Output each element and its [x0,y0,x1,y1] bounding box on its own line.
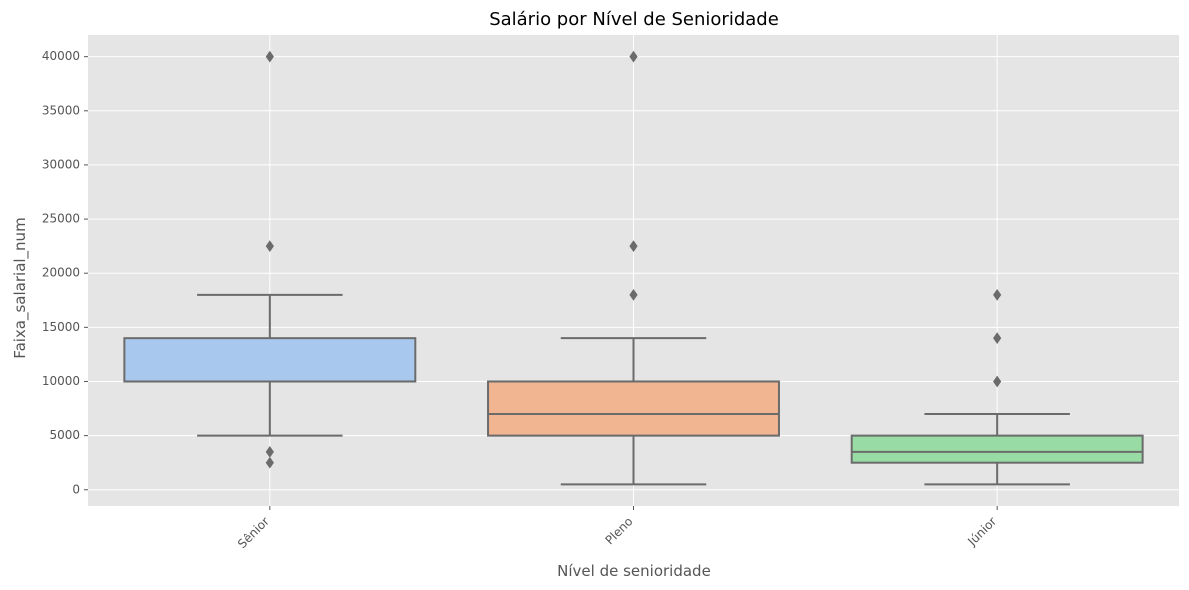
x-tick-label: Júnior [964,514,999,549]
y-tick-label: 0 [72,482,80,496]
outlier-point [629,288,638,301]
outlier-point [265,50,274,63]
y-tick-label: 25000 [42,212,80,226]
y-tick-label: 30000 [42,157,80,171]
x-axis-ticks: Sênior Pleno Júnior [235,506,999,551]
y-tick-label: 20000 [42,266,80,280]
x-tick-label: Pleno [602,514,635,547]
boxes [123,50,1144,486]
outlier-point [265,445,274,458]
y-axis-ticks: 0 5000 10000 15000 20000 25000 30000 35000 40000 [42,49,88,496]
outlier-point [993,375,1002,388]
outlier-point [993,288,1002,301]
outlier-point [993,332,1002,345]
y-tick-label: 40000 [42,49,80,63]
box-0 [123,50,417,469]
outlier-point [629,240,638,253]
box-2 [850,288,1144,486]
chart-title: Salário por Nível de Senioridade [489,9,779,30]
x-tick-label: Sênior [235,514,272,551]
iqr-box [850,434,1144,464]
iqr-box [487,380,780,437]
y-tick-label: 35000 [42,103,80,117]
outlier-point [629,50,638,63]
y-axis-title: Faixa_salarial_num [11,217,30,358]
x-axis-title: Nível de senioridade [557,562,711,580]
y-tick-label: 5000 [49,428,80,442]
box-1 [487,50,780,486]
outlier-point [265,456,274,469]
y-tick-label: 10000 [42,374,80,388]
iqr-box [123,337,417,383]
outlier-point [265,240,274,253]
y-tick-label: 15000 [42,320,80,334]
